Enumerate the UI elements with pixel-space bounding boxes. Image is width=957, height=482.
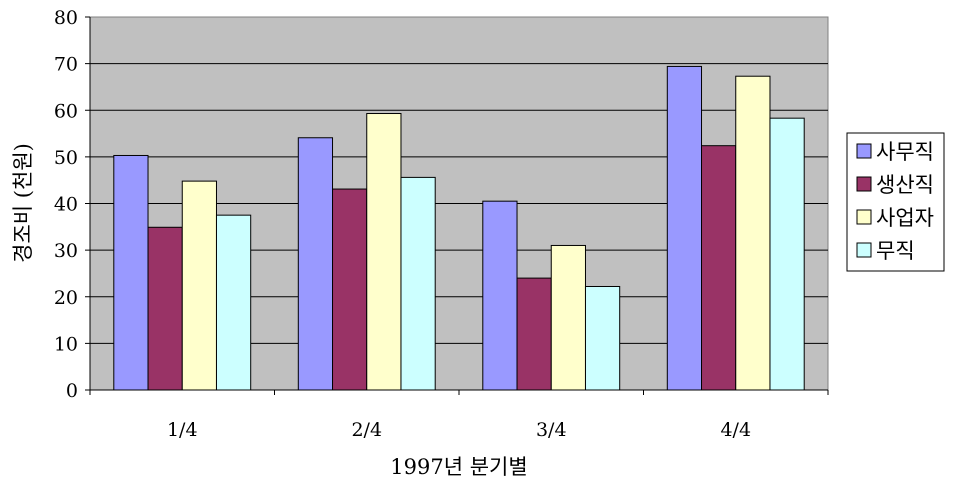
legend-swatch bbox=[856, 209, 872, 225]
bar-생산직-1/4 bbox=[147, 226, 183, 391]
bar-사업자-3/4 bbox=[550, 244, 586, 391]
y-tick-label: 10 bbox=[54, 333, 78, 355]
y-tick-label: 30 bbox=[54, 240, 78, 262]
legend-label: 사무직 bbox=[876, 140, 934, 164]
y-tick-label: 60 bbox=[54, 100, 78, 122]
y-axis-ticks: 0 10 20 30 40 50 60 70 80 bbox=[54, 7, 90, 402]
bars bbox=[113, 65, 805, 391]
x-axis-ticks: 1/4 2/4 3/4 4/4 bbox=[89, 390, 829, 441]
x-tick-label: 2/4 bbox=[351, 419, 382, 441]
bar-생산직-4/4 bbox=[701, 145, 737, 391]
y-tick-label: 0 bbox=[66, 380, 78, 402]
bar-사업자-2/4 bbox=[366, 113, 402, 391]
bar-생산직-2/4 bbox=[332, 188, 368, 391]
legend-swatch bbox=[856, 143, 872, 159]
bar-사무직-3/4 bbox=[482, 200, 518, 391]
bar-사업자-1/4 bbox=[181, 180, 217, 391]
y-tick-label: 80 bbox=[54, 7, 78, 29]
bar-사무직-4/4 bbox=[666, 65, 703, 391]
y-tick-label: 40 bbox=[54, 194, 78, 216]
bar-생산직-3/4 bbox=[516, 277, 552, 391]
bar-무직-3/4 bbox=[584, 285, 621, 391]
x-tick-label: 3/4 bbox=[536, 419, 567, 441]
bar-사업자-4/4 bbox=[735, 75, 771, 391]
legend-label: 무직 bbox=[876, 239, 915, 263]
x-tick-label: 4/4 bbox=[720, 419, 751, 441]
y-tick-label: 70 bbox=[54, 54, 78, 76]
bar-무직-2/4 bbox=[400, 176, 436, 391]
y-axis-title: 경조비 (천원) bbox=[11, 143, 35, 263]
y-tick-label: 50 bbox=[54, 147, 78, 169]
legend-label: 사업자 bbox=[876, 206, 934, 230]
bar-무직-4/4 bbox=[769, 117, 805, 391]
x-tick-label: 1/4 bbox=[167, 419, 198, 441]
y-tick-label: 20 bbox=[54, 287, 78, 309]
bar-사무직-2/4 bbox=[297, 137, 334, 391]
legend-swatch bbox=[856, 176, 872, 192]
legend-swatch bbox=[856, 242, 872, 258]
legend-label: 생산직 bbox=[876, 173, 934, 197]
bar-무직-1/4 bbox=[215, 214, 252, 391]
bar-사무직-1/4 bbox=[113, 154, 149, 391]
x-axis-title: 1997년 분기별 bbox=[390, 455, 527, 479]
